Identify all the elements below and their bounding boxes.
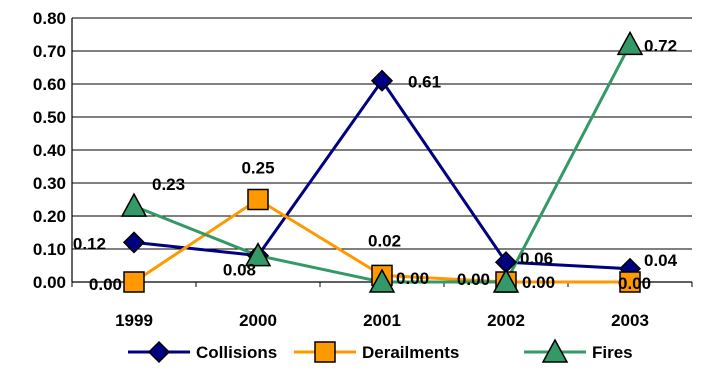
gridlines <box>72 17 692 283</box>
y-tick-label: 0.60 <box>33 75 66 94</box>
data-label-derailments: 0.00 <box>618 274 651 293</box>
data-label-collisions: 0.08 <box>223 261 256 280</box>
legend-marker-collisions <box>147 340 171 364</box>
legend-label-fires: Fires <box>592 343 633 362</box>
data-label-derailments: 0.00 <box>457 270 490 289</box>
data-label-collisions: 0.12 <box>73 234 106 253</box>
legend-marker-fires <box>541 338 569 363</box>
y-tick-label: 0.70 <box>33 42 66 61</box>
data-point-fires <box>368 268 396 293</box>
y-tick-label: 0.20 <box>33 207 66 226</box>
data-label-fires: 0.00 <box>522 273 555 292</box>
data-label-fires: 0.23 <box>152 175 185 194</box>
data-label-collisions: 0.04 <box>644 251 678 270</box>
data-label-derailments: 0.00 <box>89 275 122 294</box>
data-point-fires <box>492 268 520 293</box>
series-markers <box>120 30 644 293</box>
x-tick-label: 2003 <box>611 311 649 330</box>
data-label-derailments: 0.02 <box>368 231 401 250</box>
legend-label-collisions: Collisions <box>196 343 277 362</box>
data-label-fires: 0.00 <box>396 269 429 288</box>
data-point-fires <box>616 30 644 56</box>
x-tick-label: 2001 <box>363 311 401 330</box>
x-tick-label: 2000 <box>239 311 277 330</box>
y-tick-label: 0.80 <box>33 9 66 28</box>
y-tick-label: 0.00 <box>33 273 66 292</box>
data-point-derailments <box>123 271 145 293</box>
y-tick-label: 0.30 <box>33 174 66 193</box>
data-point-collisions <box>370 69 394 92</box>
legend: Collisions Derailments Fires <box>128 338 633 364</box>
legend-label-derailments: Derailments <box>362 343 459 362</box>
data-label-derailments: 0.25 <box>241 159 274 178</box>
data-point-collisions <box>122 231 146 254</box>
data-point-fires <box>244 242 272 267</box>
y-tick-label: 0.10 <box>33 240 66 259</box>
axes: 0.00 0.10 0.20 0.30 0.40 0.50 0.60 0.70 0.80 1999… <box>33 9 693 330</box>
data-label-collisions: 0.61 <box>408 73 441 92</box>
x-tick-label: 1999 <box>115 311 153 330</box>
data-label-collisions: 0.06 <box>520 249 553 268</box>
y-tick-label: 0.40 <box>33 141 66 160</box>
data-label-fires: 0.72 <box>644 36 677 55</box>
data-point-derailments <box>619 271 641 293</box>
x-tick-label: 2002 <box>487 311 525 330</box>
data-point-fires <box>120 192 148 217</box>
y-tick-label: 0.50 <box>33 108 66 127</box>
data-point-derailments <box>247 188 269 211</box>
data-labels: 0.12 0.08 0.61 0.06 0.04 0.00 0.25 0.02 0.00 0.00… <box>73 36 678 294</box>
legend-marker-derailments <box>314 341 336 363</box>
